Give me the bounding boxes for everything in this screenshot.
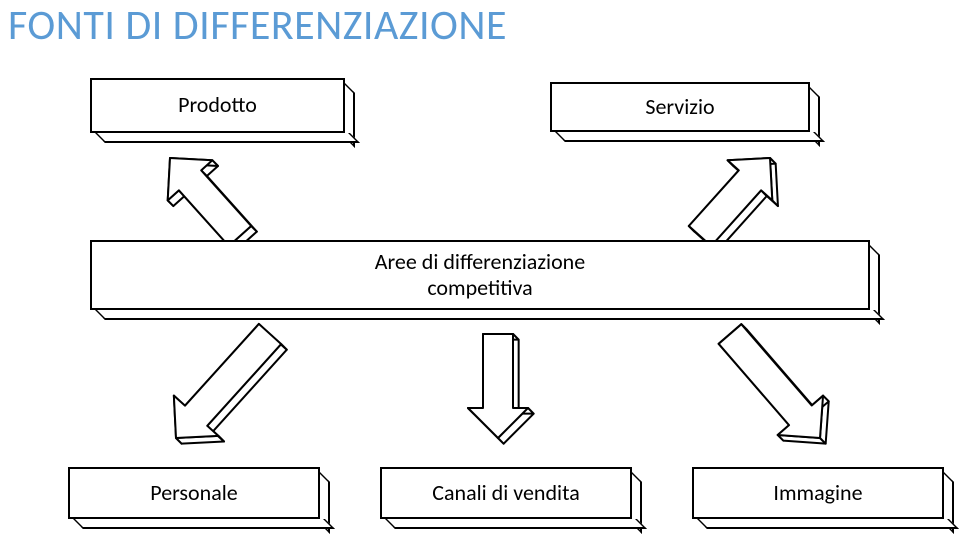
page-title: FONTI DI DIFFERENZIAZIONE <box>0 0 959 51</box>
box-immagine: Immagine <box>692 467 944 519</box>
box-label-personale: Personale <box>68 467 320 519</box>
box-label-immagine: Immagine <box>692 467 944 519</box>
arrow-immagine <box>719 324 829 443</box>
arrow-personale <box>174 324 287 444</box>
arrow-prodotto <box>168 158 257 252</box>
arrow-servizio <box>689 158 778 252</box>
box-center: Aree di differenziazione competitiva <box>90 240 870 310</box>
box-servizio: Servizio <box>550 82 810 132</box>
box-canali: Canali di vendita <box>380 467 632 519</box>
box-label-canali: Canali di vendita <box>380 467 632 519</box>
box-personale: Personale <box>68 467 320 519</box>
box-label-center: Aree di differenziazione competitiva <box>90 240 870 310</box>
box-prodotto: Prodotto <box>90 78 345 133</box>
box-label-servizio: Servizio <box>550 82 810 132</box>
arrow-canali <box>468 334 534 444</box>
diagram-canvas: FONTI DI DIFFERENZIAZIONE Prodotto Serviz… <box>0 0 959 535</box>
box-label-prodotto: Prodotto <box>90 78 345 133</box>
